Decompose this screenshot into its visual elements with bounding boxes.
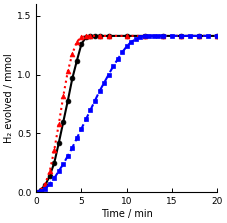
1/1 (w/w) xyxy=(39,188,42,191)
1/5 xyxy=(103,82,105,84)
1/5 xyxy=(94,99,96,102)
1/5 xyxy=(71,146,74,149)
1/5 xyxy=(143,35,146,37)
1/5 xyxy=(80,127,83,130)
5/1 xyxy=(107,35,110,37)
5/1 xyxy=(98,35,101,37)
5/1 xyxy=(143,35,146,37)
1/5 xyxy=(35,191,37,194)
1/1 (w/w) xyxy=(143,35,146,37)
5/1 xyxy=(39,188,42,191)
5/1 xyxy=(44,183,47,185)
1/1 (w/w) xyxy=(71,77,74,80)
1/5 xyxy=(62,163,65,165)
1/5 xyxy=(112,65,114,68)
5/1 xyxy=(85,35,87,37)
5/1 xyxy=(71,52,74,55)
1/5 xyxy=(139,36,142,38)
1/1 (w/w) xyxy=(67,99,69,102)
1/1 (w/w) xyxy=(48,174,51,177)
1/5 xyxy=(161,35,164,37)
1/1 (w/w) xyxy=(80,43,83,45)
1/5 xyxy=(189,35,191,37)
1/5 xyxy=(107,73,110,76)
5/1 xyxy=(161,35,164,37)
1/5 xyxy=(130,40,133,43)
1/1 (w/w) xyxy=(94,35,96,37)
1/5 xyxy=(207,35,210,37)
1/1 (w/w) xyxy=(35,191,37,194)
5/1 xyxy=(57,123,60,125)
1/1 (w/w) xyxy=(98,35,101,37)
1/5 xyxy=(198,35,200,37)
1/5 xyxy=(44,187,47,190)
1/5 xyxy=(98,90,101,93)
1/1 (w/w) xyxy=(62,120,65,123)
1/1 (w/w) xyxy=(85,36,87,38)
Line: 1/5: 1/5 xyxy=(34,33,220,195)
1/5 xyxy=(153,35,155,37)
1/1 (w/w) xyxy=(57,142,60,144)
5/1 xyxy=(80,36,83,38)
1/5 xyxy=(125,45,128,48)
5/1 xyxy=(35,191,37,194)
5/1 xyxy=(198,35,200,37)
1/5 xyxy=(148,35,151,37)
1/1 (w/w) xyxy=(89,35,92,37)
1/1 (w/w) xyxy=(161,35,164,37)
1/1 (w/w) xyxy=(180,35,182,37)
1/5 xyxy=(85,118,87,121)
1/5 xyxy=(67,154,69,157)
5/1 xyxy=(89,35,92,37)
1/5 xyxy=(134,38,137,41)
1/5 xyxy=(53,177,56,180)
5/1 xyxy=(48,170,51,172)
5/1 xyxy=(62,95,65,97)
5/1 xyxy=(53,149,56,151)
1/5 xyxy=(180,35,182,37)
5/1 xyxy=(76,40,78,43)
1/1 (w/w) xyxy=(125,35,128,37)
1/5 xyxy=(170,35,173,37)
1/5 xyxy=(39,190,42,192)
1/5 xyxy=(89,109,92,111)
1/5 xyxy=(48,183,51,185)
1/1 (w/w) xyxy=(76,59,78,62)
1/5 xyxy=(216,35,219,37)
1/1 (w/w) xyxy=(107,35,110,37)
1/5 xyxy=(76,137,78,139)
5/1 xyxy=(67,70,69,72)
1/1 (w/w) xyxy=(44,184,47,186)
1/1 (w/w) xyxy=(216,35,219,37)
1/1 (w/w) xyxy=(53,161,56,164)
X-axis label: Time / min: Time / min xyxy=(101,209,153,219)
Y-axis label: H₂ evolved / mmol: H₂ evolved / mmol xyxy=(4,53,14,143)
5/1 xyxy=(125,35,128,37)
1/5 xyxy=(116,58,119,61)
1/5 xyxy=(57,170,60,172)
5/1 xyxy=(216,35,219,37)
1/1 (w/w) xyxy=(198,35,200,37)
Line: 5/1: 5/1 xyxy=(34,33,220,195)
1/5 xyxy=(157,35,160,37)
1/5 xyxy=(121,51,123,54)
5/1 xyxy=(180,35,182,37)
Line: 1/1 (w/w): 1/1 (w/w) xyxy=(34,33,220,195)
